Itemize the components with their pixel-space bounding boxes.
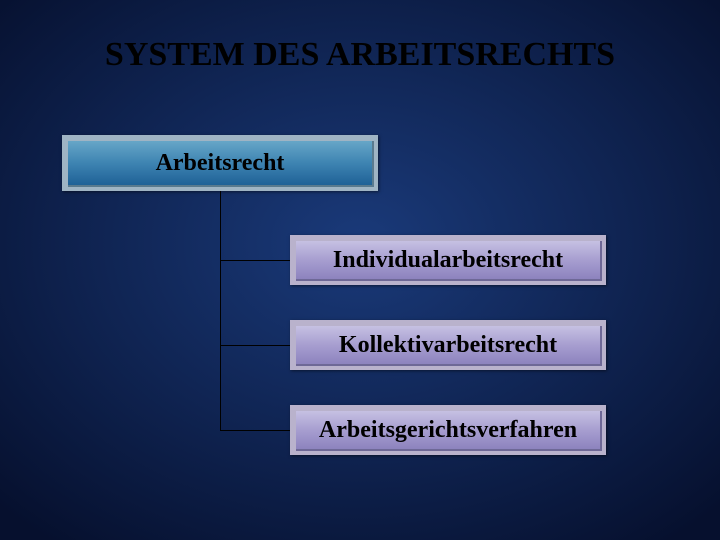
connector-branch-3 [220,430,290,431]
slide-title: SYSTEM DES ARBEITSRECHTS [0,36,720,74]
node-individual-label: Individualarbeitsrecht [333,247,563,274]
node-individual: Individualarbeitsrecht [290,235,606,285]
connector-branch-1 [220,260,290,261]
node-kollektiv: Kollektivarbeitsrecht [290,320,606,370]
slide: SYSTEM DES ARBEITSRECHTS Arbeitsrecht In… [0,0,720,540]
node-verfahren-label: Arbeitsgerichtsverfahren [319,417,577,444]
slide-title-text: SYSTEM DES ARBEITSRECHTS [105,36,615,73]
connector-branch-2 [220,345,290,346]
node-verfahren: Arbeitsgerichtsverfahren [290,405,606,455]
connector-trunk [220,191,221,430]
node-root-label: Arbeitsrecht [156,150,285,177]
node-root: Arbeitsrecht [62,135,378,191]
node-kollektiv-label: Kollektivarbeitsrecht [339,332,557,359]
